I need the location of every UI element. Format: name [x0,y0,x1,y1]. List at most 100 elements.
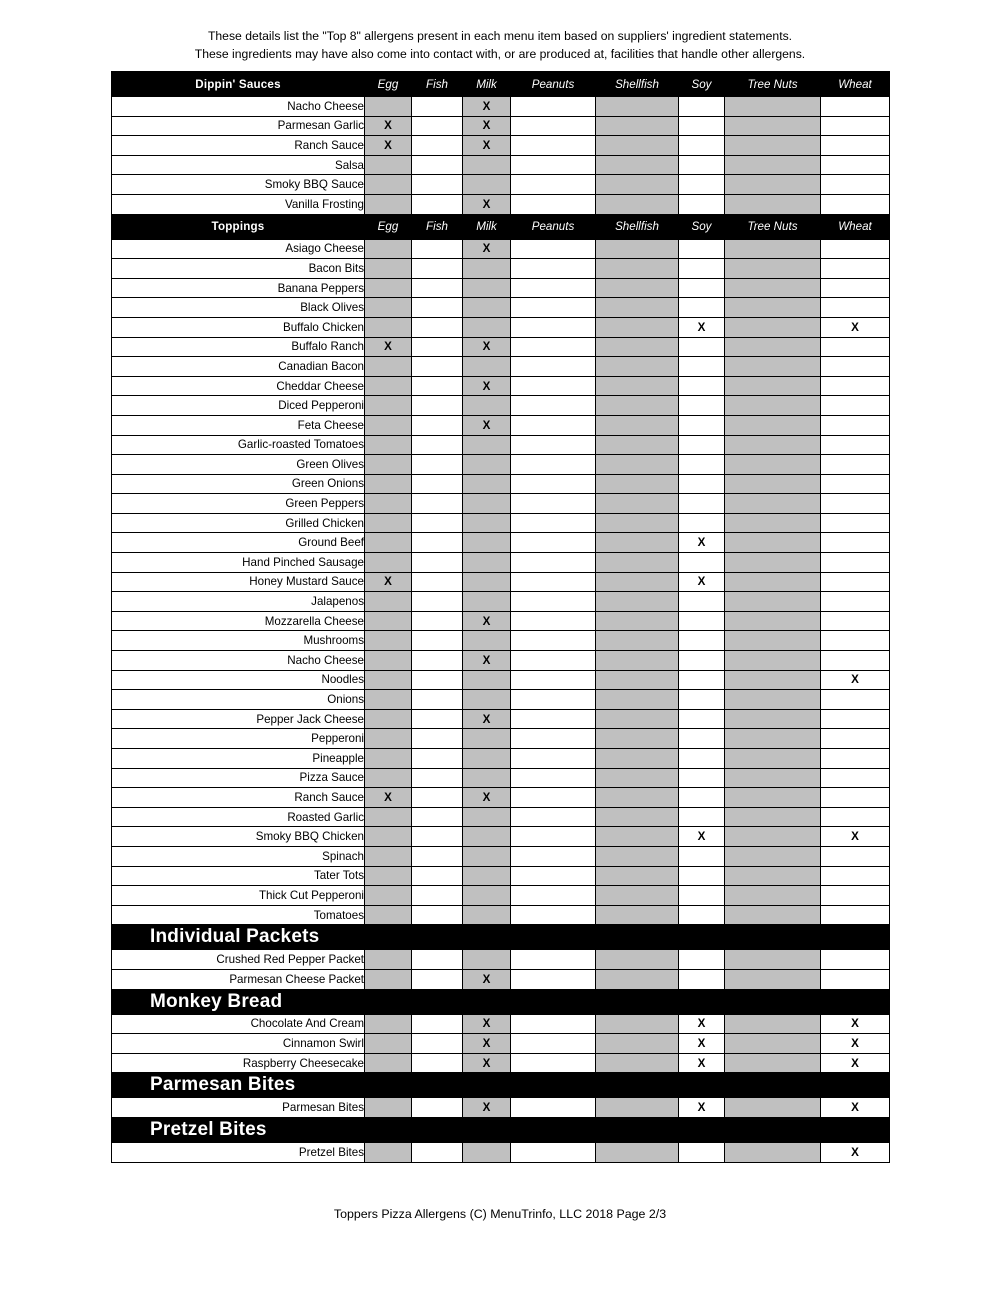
allergen-cell-shellfish [595,174,679,195]
allergen-cell-peanuts [510,1033,596,1054]
allergen-cell-soy [678,193,725,215]
allergen-cell-egg [364,316,412,338]
allergen-cell-fish [411,845,463,867]
table-row: Parmesan Garlic X X [111,115,890,137]
allergen-cell-fish [411,949,463,970]
allergen-cell-milk [462,826,511,847]
allergen-cell-soy [678,395,725,416]
menu-item-name: Parmesan Cheese Packet [111,968,365,990]
allergen-cell-shellfish [595,1052,679,1074]
allergen-cell-egg [364,473,412,495]
allergen-cell-egg [364,277,412,299]
allergen-cell-fish [411,115,463,137]
allergen-cell-fish [411,610,463,632]
allergen-cell-milk [462,630,511,652]
menu-item-name: Parmesan Garlic [111,115,365,137]
menu-item-name: Honey Mustard Sauce [111,571,365,593]
intro-line-2: These ingredients may have also come int… [194,47,806,61]
allergen-cell-soy [678,375,725,397]
table-row: Smoky BBQ Chicken X X [111,826,890,847]
allergen-cell-soy [678,767,725,789]
allergen-cell-shellfish [595,1013,679,1035]
allergen-cell-fish [411,552,463,573]
allergen-cell-wheat [820,904,890,926]
allergen-cell-wheat [820,968,890,990]
allergen-cell-shellfish [595,571,679,593]
allergen-cell-soy [678,493,725,514]
menu-item-name: Tomatoes [111,904,365,926]
allergen-cell-wheat [820,154,890,176]
allergen-cell-tree-nuts [724,669,821,691]
allergen-cell-shellfish [595,885,679,906]
menu-item-name: Cheddar Cheese [111,375,365,397]
allergen-cell-wheat [820,193,890,215]
allergen-cell-peanuts [510,135,596,156]
allergen-cell-fish [411,193,463,215]
allergen-cell-soy [678,748,725,769]
allergen-cell-egg [364,885,412,906]
allergen-cell-fish [411,787,463,808]
allergen-cell-soy [678,552,725,573]
allergen-cell-soy [678,650,725,671]
allergen-column-header-fish: Fish [411,71,463,97]
allergen-cell-peanuts [510,865,596,887]
allergen-cell-shellfish [595,454,679,475]
allergen-cell-tree-nuts [724,493,821,514]
allergen-column-header-egg: Egg [364,213,412,240]
table-row: Black Olives [111,297,890,318]
menu-item-name: Pizza Sauce [111,767,365,789]
section-header-parmesan-bites: Parmesan Bites [111,1072,890,1099]
allergen-cell-fish [411,728,463,749]
allergen-cell-fish [411,375,463,397]
allergen-cell-milk [462,865,511,887]
allergen-cell-egg [364,356,412,377]
allergen-cell-wheat [820,135,890,156]
allergen-mark-soy: X [678,532,725,554]
allergen-cell-peanuts [510,414,596,436]
allergen-cell-egg [364,258,412,279]
menu-item-name: Pretzel Bites [111,1141,365,1163]
allergen-cell-wheat [820,571,890,593]
allergen-cell-soy [678,728,725,749]
allergen-cell-shellfish [595,610,679,632]
allergen-cell-shellfish [595,316,679,338]
section-title: Dippin' Sauces [111,71,365,97]
table-row: Roasted Garlic [111,806,890,828]
allergen-cell-peanuts [510,336,596,358]
allergen-cell-milk [462,552,511,573]
allergen-cell-egg [364,375,412,397]
allergen-cell-peanuts [510,728,596,749]
allergen-cell-fish [411,493,463,514]
allergen-cell-egg [364,96,412,117]
allergen-cell-fish [411,1052,463,1074]
table-row: Smoky BBQ Sauce [111,174,890,195]
section-title: Parmesan Bites [111,1072,890,1099]
allergen-cell-fish [411,865,463,887]
allergen-cell-fish [411,968,463,990]
allergen-cell-egg [364,512,412,534]
allergen-cell-shellfish [595,434,679,456]
allergen-cell-egg [364,297,412,318]
menu-item-name: Cinnamon Swirl [111,1033,365,1054]
allergen-mark-milk: X [462,1097,511,1118]
allergen-cell-egg [364,532,412,554]
allergen-cell-soy [678,258,725,279]
menu-item-name: Smoky BBQ Chicken [111,826,365,847]
allergen-cell-soy [678,845,725,867]
allergen-cell-wheat [820,238,890,260]
table-row: Cinnamon Swirl X X X [111,1033,890,1054]
allergen-mark-wheat: X [820,1033,890,1054]
menu-item-name: Buffalo Chicken [111,316,365,338]
allergen-mark-milk: X [462,1033,511,1054]
allergen-cell-milk [462,258,511,279]
allergen-cell-tree-nuts [724,1052,821,1074]
allergen-cell-fish [411,571,463,593]
allergen-mark-soy: X [678,1052,725,1074]
allergen-mark-milk: X [462,115,511,137]
allergen-cell-peanuts [510,434,596,456]
table-row: Pepperoni [111,728,890,749]
allergen-cell-wheat [820,258,890,279]
allergen-cell-milk [462,767,511,789]
allergen-cell-tree-nuts [724,96,821,117]
allergen-cell-fish [411,904,463,926]
